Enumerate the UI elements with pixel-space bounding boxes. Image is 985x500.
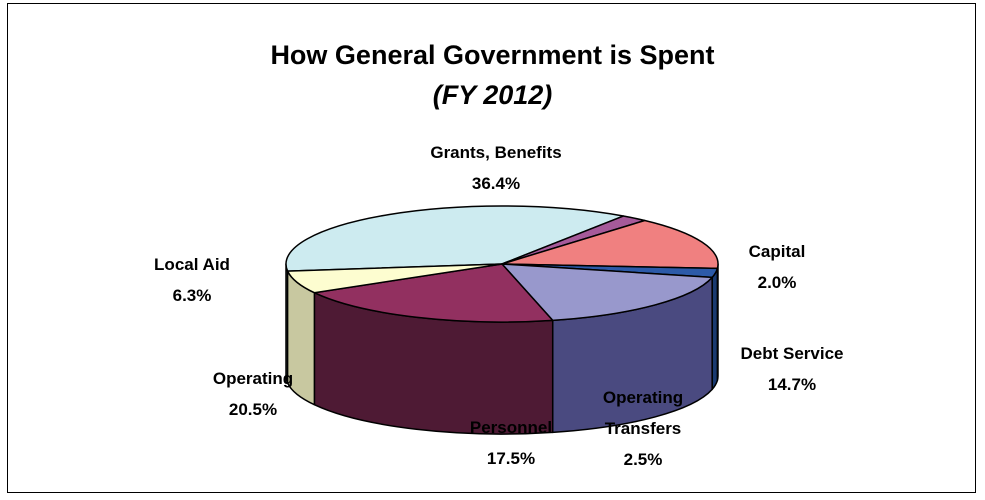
slice-category-label: Local Aid xyxy=(154,255,230,274)
slice-category-label: Operating xyxy=(603,388,683,407)
slice-category-label: Transfers xyxy=(605,419,682,438)
slice-category-label: Operating xyxy=(213,369,293,388)
slice-value-label: 17.5% xyxy=(487,449,535,468)
chart-subtitle: (FY 2012) xyxy=(432,80,553,110)
pie-tops xyxy=(285,205,719,323)
slice-side-3 xyxy=(711,267,719,391)
chart-title: How General Government is Spent xyxy=(270,40,715,70)
slice-value-label: 6.3% xyxy=(173,286,212,305)
slice-top-2 xyxy=(501,219,719,270)
slice-top-5 xyxy=(313,263,554,323)
slice-value-label: 14.7% xyxy=(768,375,816,394)
slice-value-label: 2.0% xyxy=(758,273,797,292)
slice-top-0 xyxy=(285,205,625,272)
slice-top-6 xyxy=(286,263,503,294)
pie-sides xyxy=(285,263,719,435)
slice-value-label: 20.5% xyxy=(229,400,277,419)
slice-category-label: Personnel xyxy=(470,418,552,437)
slice-value-label: 36.4% xyxy=(472,174,520,193)
pie-labels: Grants, Benefits 36.4% Capital 2.0% Debt Ser… xyxy=(154,143,843,469)
slice-category-label: Grants, Benefits xyxy=(430,143,561,162)
slice-category-label: Debt Service xyxy=(741,344,844,363)
slice-value-label: 2.5% xyxy=(624,450,663,469)
slice-category-label: Capital xyxy=(749,242,806,261)
slice-top-4 xyxy=(501,263,713,322)
